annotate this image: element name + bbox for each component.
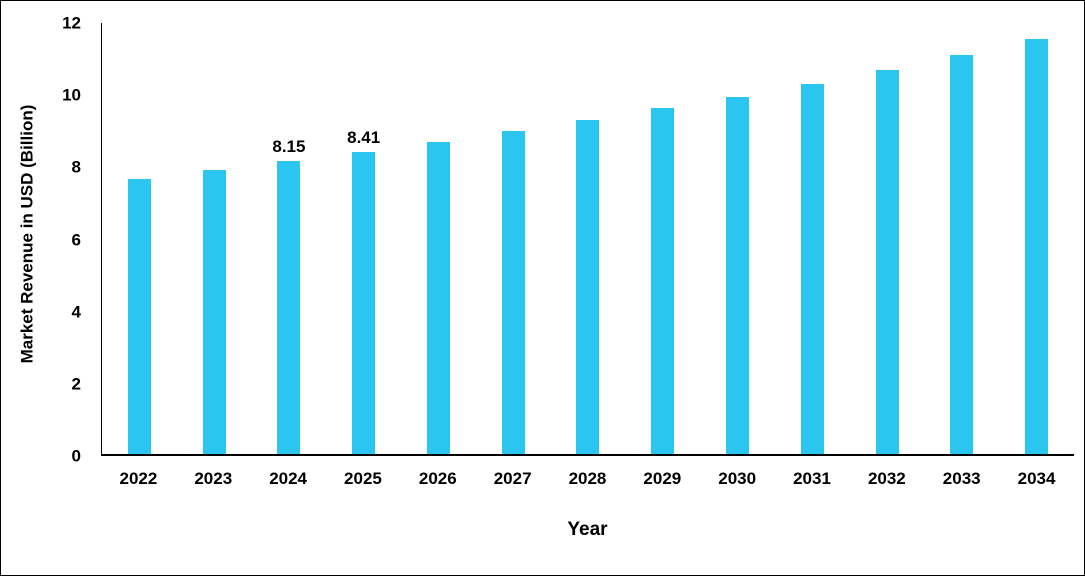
x-tick-label-2030: 2030 <box>718 469 757 488</box>
bar-2026 <box>426 141 450 454</box>
bar-2031 <box>800 84 824 454</box>
x-tick-label-2032: 2032 <box>867 469 906 488</box>
x-tick-label-2028: 2028 <box>568 469 607 488</box>
bar-column-2026 <box>401 23 476 454</box>
bar-2027 <box>501 130 525 454</box>
x-tick-label-2034: 2034 <box>1017 469 1056 488</box>
x-tick-label-2031: 2031 <box>793 469 831 488</box>
bar-2029 <box>651 108 675 454</box>
bar-2024 <box>277 161 301 454</box>
bar-column-2029 <box>625 23 700 454</box>
y-tick-label-10: 10 <box>62 85 81 105</box>
x-tick-label-2033: 2033 <box>942 469 981 488</box>
y-axis-tick-labels: 0 2 4 6 8 10 12 <box>51 15 93 465</box>
bar-2034 <box>1025 39 1049 454</box>
bar-column-2033 <box>924 23 999 454</box>
bar-column-2028 <box>551 23 626 454</box>
bar-column-2031 <box>775 23 850 454</box>
bar-data-label-2024: 8.15 <box>272 137 306 157</box>
y-tick-label-6: 6 <box>71 230 81 249</box>
bar-column-2032 <box>850 23 925 454</box>
y-tick-label-0: 0 <box>71 446 81 466</box>
bar-column-2027 <box>476 23 551 454</box>
y-axis-title-container: Market Revenue in USD (Billion) <box>1 11 53 456</box>
x-tick-label-2023: 2023 <box>194 469 233 488</box>
x-tick-label-2025: 2025 <box>344 469 382 488</box>
x-tick-label-2024: 2024 <box>269 469 308 488</box>
y-tick-label-4: 4 <box>71 302 81 322</box>
y-tick-label-8: 8 <box>71 157 81 177</box>
bar-column-2030 <box>700 23 775 454</box>
bar-2028 <box>576 119 600 454</box>
bar-2025 <box>352 151 376 454</box>
bar-2022 <box>127 179 151 454</box>
bar-2033 <box>950 55 974 454</box>
x-axis-title: Year <box>567 519 608 540</box>
y-axis-title: Market Revenue in USD (Billion) <box>17 104 37 363</box>
y-tick-label-2: 2 <box>71 374 81 394</box>
x-tick-label-2027: 2027 <box>493 469 532 488</box>
x-tick-label-2022: 2022 <box>119 469 158 488</box>
x-tick-label-2029: 2029 <box>643 469 682 488</box>
bar-2032 <box>875 69 899 454</box>
bar-column-2024: 8.15 <box>252 23 327 454</box>
bar-column-2023 <box>177 23 252 454</box>
bar-column-2025: 8.41 <box>326 23 401 454</box>
x-axis-tick-labels: 2022 2023 2024 2025 2026 2027 2028 2029 2030 2031… <box>101 469 1074 495</box>
bar-2030 <box>726 96 749 454</box>
bar-2023 <box>202 170 226 454</box>
y-tick-label-12: 12 <box>62 13 81 33</box>
bar-column-2022 <box>102 23 177 454</box>
bar-data-label-2025: 8.41 <box>347 127 381 147</box>
plot-area: 8.15 8.41 <box>101 23 1074 456</box>
x-tick-label-2026: 2026 <box>418 469 457 488</box>
bar-column-2034 <box>999 23 1074 454</box>
